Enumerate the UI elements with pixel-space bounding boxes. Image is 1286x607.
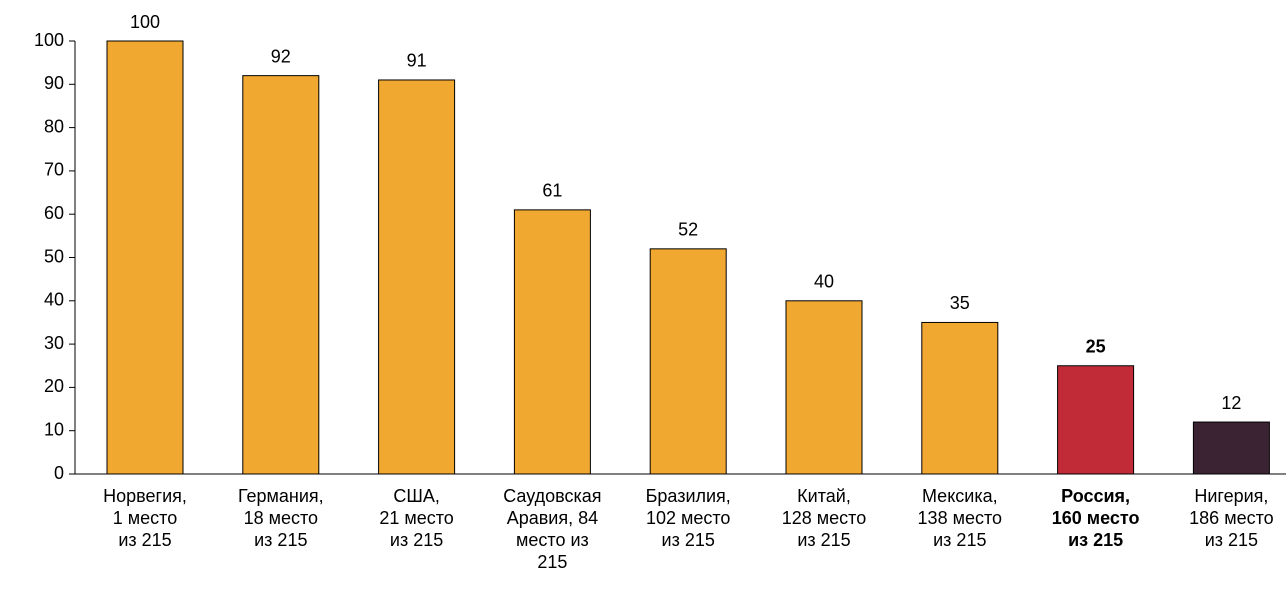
x-tick-label: 1 место: [113, 508, 177, 528]
x-tick-label: Китай,: [797, 486, 851, 506]
x-tick-label: из 215: [118, 530, 171, 550]
x-tick-label: 18 место: [244, 508, 318, 528]
y-tick-label: 90: [44, 73, 64, 93]
bar: [106, 40, 184, 475]
x-tick-label: из 215: [1068, 530, 1123, 550]
x-tick-label: 160 место: [1052, 508, 1140, 528]
x-tick-label: Мексика,: [922, 486, 998, 506]
value-label: 100: [130, 12, 160, 32]
bar: [649, 248, 727, 475]
x-tick-label: 21 место: [379, 508, 453, 528]
x-tick-label: из 215: [390, 530, 443, 550]
value-label: 92: [271, 46, 291, 66]
value-label: 91: [407, 51, 427, 71]
y-tick-label: 50: [44, 246, 64, 266]
x-tick-label: из 215: [662, 530, 715, 550]
bar: [1057, 365, 1135, 475]
x-tick-label: 186 место: [1189, 508, 1273, 528]
x-tick-label: из 215: [933, 530, 986, 550]
x-tick-label: Бразилия,: [646, 486, 731, 506]
value-label: 12: [1221, 393, 1241, 413]
x-tick-label: Россия,: [1061, 486, 1130, 506]
bar: [242, 75, 320, 475]
y-tick-label: 100: [34, 30, 64, 50]
bar: [513, 209, 591, 475]
value-label: 52: [678, 220, 698, 240]
x-tick-label: место из: [516, 530, 589, 550]
bar: [1192, 421, 1270, 475]
bar: [921, 321, 999, 475]
y-tick-label: 80: [44, 116, 64, 136]
value-label: 61: [542, 181, 562, 201]
value-label: 40: [814, 272, 834, 292]
x-tick-label: 138 место: [918, 508, 1002, 528]
x-tick-label: 215: [537, 552, 567, 572]
y-tick-label: 70: [44, 160, 64, 180]
x-tick-label: Германия,: [238, 486, 324, 506]
y-tick-label: 10: [44, 419, 64, 439]
x-tick-label: 128 место: [782, 508, 866, 528]
bar: [785, 300, 863, 475]
x-tick-label: из 215: [797, 530, 850, 550]
y-tick-label: 60: [44, 203, 64, 223]
value-label: 35: [950, 293, 970, 313]
value-label: 25: [1086, 337, 1106, 357]
y-tick-label: 20: [44, 376, 64, 396]
x-tick-label: США,: [393, 486, 440, 506]
y-tick-label: 40: [44, 290, 64, 310]
x-tick-label: из 215: [254, 530, 307, 550]
x-tick-label: Саудовская: [503, 486, 601, 506]
x-tick-label: из 215: [1205, 530, 1258, 550]
x-tick-label: Нигерия,: [1194, 486, 1268, 506]
x-tick-label: Норвегия,: [103, 486, 187, 506]
y-tick-label: 0: [54, 463, 64, 483]
x-tick-label: 102 место: [646, 508, 730, 528]
bar: [378, 79, 456, 475]
y-tick-label: 30: [44, 333, 64, 353]
x-tick-label: Аравия, 84: [507, 508, 598, 528]
